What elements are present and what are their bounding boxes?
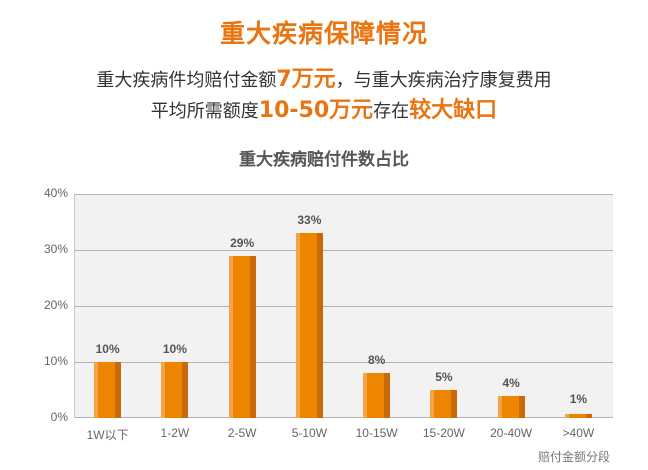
bar — [497, 395, 525, 418]
bar-value-label: 29% — [230, 235, 255, 250]
y-tick-label: 0% — [50, 410, 68, 424]
y-tick-label: 10% — [43, 354, 68, 368]
gridline — [75, 194, 613, 195]
bar — [363, 373, 391, 418]
y-tick-label: 20% — [43, 298, 68, 312]
subtitle-line-2: 平均所需额度10-50万元存在较大缺口 — [0, 92, 648, 124]
x-axis-title: 赔付金额分段 — [537, 450, 610, 464]
subtitle-2-middle: 存在 — [373, 101, 410, 122]
bar-value-label: 8% — [367, 353, 386, 368]
x-tick-label: 2-5W — [227, 426, 257, 440]
x-tick-label: 20-40W — [490, 426, 533, 440]
subtitle-line-1: 重大疾病件均赔付金额7万元，与重大疾病治疗康复费用 — [0, 61, 648, 93]
bar-value-label: 1% — [569, 392, 588, 407]
bar — [295, 233, 323, 418]
bar — [161, 362, 189, 418]
y-tick-label: 40% — [43, 186, 68, 200]
subtitle-2-prefix: 平均所需额度 — [150, 101, 259, 122]
gridline — [75, 306, 613, 307]
subtitle-1-prefix: 重大疾病件均赔付金额 — [96, 70, 277, 91]
bar — [430, 390, 458, 418]
x-tick-label: 1W以下 — [86, 428, 129, 442]
x-tick-label: 10-15W — [355, 426, 398, 440]
bar-value-label: 5% — [435, 370, 453, 384]
chart-title: 重大疾病赔付件数占比 — [239, 150, 409, 170]
subtitle-2-highlight-gap: 较大缺口 — [409, 98, 498, 123]
subtitle-2-highlight-range: 10-50万元 — [258, 98, 374, 123]
gridline — [75, 250, 613, 251]
bar — [564, 414, 592, 418]
subtitle-1-highlight: 7万元 — [276, 67, 336, 92]
bar-value-label: 10% — [162, 342, 187, 356]
x-tick-label: 1-2W — [160, 426, 190, 440]
bar-value-label: 4% — [502, 375, 520, 390]
gridline — [75, 362, 613, 363]
y-tick-label: 30% — [43, 242, 68, 256]
headline: 重大疾病保障情况 — [219, 19, 428, 48]
bar — [228, 255, 256, 418]
subtitle-1-suffix: ，与重大疾病治疗康复费用 — [335, 70, 552, 91]
bar-value-label: 33% — [297, 213, 322, 228]
x-tick-label: 5-10W — [291, 426, 328, 440]
x-tick-label: 15-20W — [422, 426, 465, 440]
x-axis-line — [75, 417, 613, 418]
bar-value-label: 10% — [95, 342, 120, 356]
bar — [94, 362, 122, 418]
x-tick-label: >40W — [562, 426, 595, 440]
